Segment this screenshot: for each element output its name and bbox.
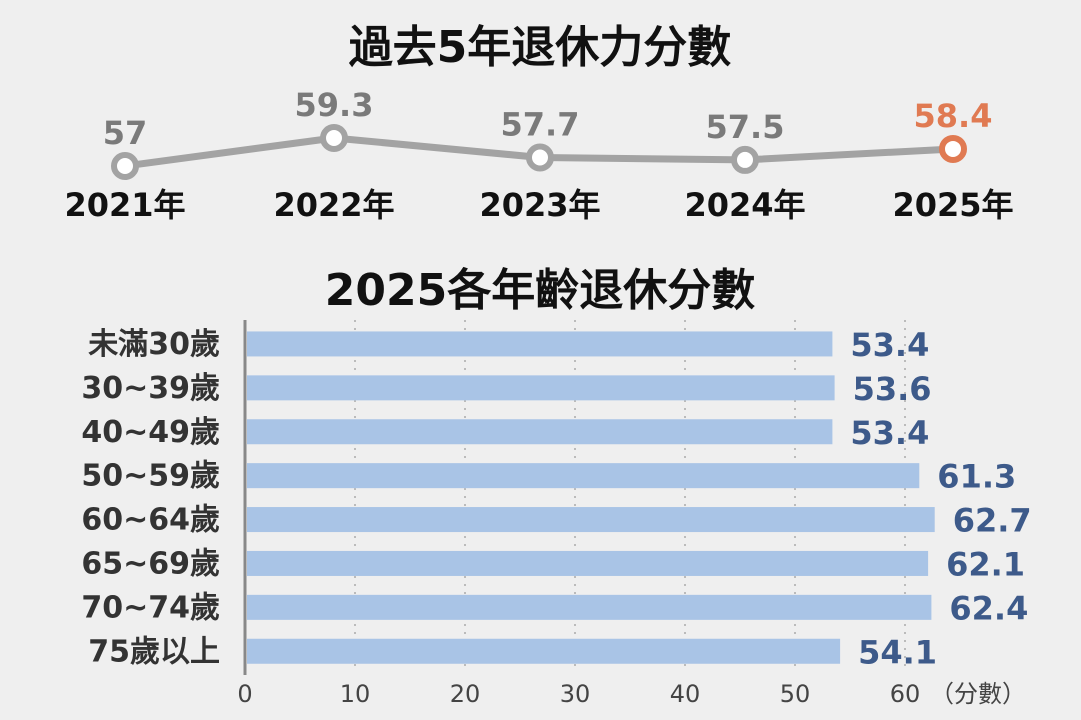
bar-chart-title: 2025各年齡退休分數 bbox=[325, 265, 755, 316]
trend-value-label: 58.4 bbox=[914, 97, 993, 135]
retirement-score-trend-chart: 過去5年退休力分數 57 2021年 59.3 2022年 57.7 2023年 57.5 2… bbox=[64, 22, 1013, 224]
x-tick-label: 30 bbox=[560, 680, 591, 708]
category-label: 30~39歲 bbox=[81, 371, 220, 406]
trend-point bbox=[939, 134, 967, 163]
x-tick-label: 20 bbox=[450, 680, 481, 708]
bar bbox=[247, 507, 935, 533]
x-tick-label: 40 bbox=[670, 680, 701, 708]
trend-value-label: 57.5 bbox=[706, 108, 785, 146]
trend-point bbox=[526, 143, 554, 172]
bar-value-label: 53.4 bbox=[850, 414, 929, 452]
trend-point bbox=[111, 152, 139, 180]
trend-point bbox=[731, 145, 759, 174]
category-label: 70~74歲 bbox=[81, 590, 220, 625]
trend-value-label: 57.7 bbox=[501, 105, 580, 143]
category-label: 50~59歲 bbox=[81, 459, 220, 494]
trend-year-label: 2022年 bbox=[273, 186, 394, 224]
trend-chart-title: 過去5年退休力分數 bbox=[349, 22, 732, 73]
x-tick-label: 60 bbox=[890, 680, 921, 708]
bar-value-label: 53.6 bbox=[853, 370, 932, 408]
trend-year-label: 2025年 bbox=[892, 186, 1013, 224]
category-label: 未滿30歲 bbox=[88, 327, 220, 362]
bar bbox=[247, 331, 833, 357]
bar-value-label: 54.1 bbox=[858, 633, 937, 671]
category-label: 65~69歲 bbox=[81, 546, 220, 581]
bar bbox=[247, 550, 929, 576]
bar-value-label: 62.4 bbox=[949, 589, 1028, 627]
category-label: 75歲以上 bbox=[88, 634, 220, 669]
bar bbox=[247, 594, 932, 620]
x-tick-label: 50 bbox=[780, 680, 811, 708]
bar-value-label: 62.1 bbox=[946, 545, 1025, 583]
x-unit-label: （分數） bbox=[930, 680, 1026, 708]
trend-point bbox=[320, 124, 348, 152]
category-label: 60~64歲 bbox=[81, 503, 220, 538]
bar-value-label: 61.3 bbox=[937, 458, 1016, 496]
bar bbox=[247, 463, 920, 489]
bar bbox=[247, 419, 833, 445]
x-tick-label: 0 bbox=[237, 680, 252, 708]
trend-value-label: 59.3 bbox=[295, 86, 374, 124]
category-label: 40~49歲 bbox=[81, 415, 220, 450]
bar bbox=[247, 638, 841, 664]
trend-year-label: 2023年 bbox=[479, 186, 600, 224]
trend-year-label: 2024年 bbox=[684, 186, 805, 224]
bar bbox=[247, 375, 835, 401]
x-tick-label: 10 bbox=[340, 680, 371, 708]
bar-value-label: 53.4 bbox=[850, 326, 929, 364]
trend-year-label: 2021年 bbox=[64, 186, 185, 224]
trend-value-label: 57 bbox=[103, 114, 148, 152]
bar-value-label: 62.7 bbox=[953, 502, 1032, 540]
